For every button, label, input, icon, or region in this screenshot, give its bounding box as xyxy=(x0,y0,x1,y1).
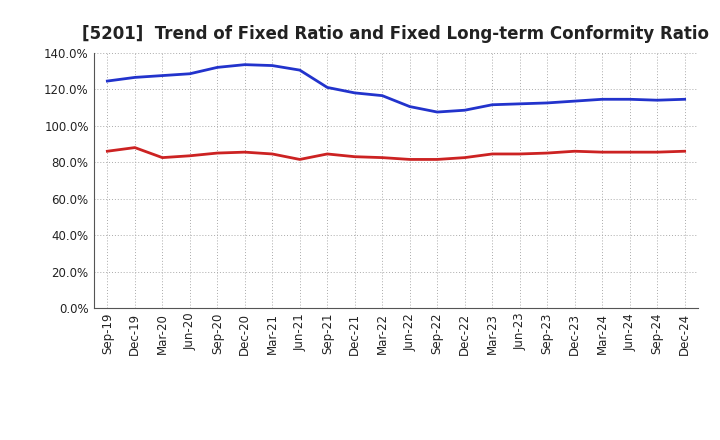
Fixed Long-term Conformity Ratio xyxy=(103,149,112,154)
Fixed Long-term Conformity Ratio xyxy=(295,157,304,162)
Fixed Ratio xyxy=(268,63,276,68)
Fixed Long-term Conformity Ratio xyxy=(680,149,689,154)
Fixed Ratio xyxy=(653,98,662,103)
Fixed Long-term Conformity Ratio xyxy=(268,151,276,157)
Fixed Ratio xyxy=(295,67,304,73)
Fixed Long-term Conformity Ratio xyxy=(626,150,634,155)
Fixed Ratio xyxy=(186,71,194,77)
Fixed Ratio xyxy=(626,97,634,102)
Fixed Long-term Conformity Ratio xyxy=(158,155,166,160)
Line: Fixed Long-term Conformity Ratio: Fixed Long-term Conformity Ratio xyxy=(107,147,685,159)
Fixed Ratio xyxy=(488,102,497,107)
Fixed Ratio xyxy=(598,97,606,102)
Fixed Long-term Conformity Ratio xyxy=(405,157,414,162)
Fixed Ratio xyxy=(516,101,524,106)
Fixed Ratio xyxy=(351,90,359,95)
Fixed Long-term Conformity Ratio xyxy=(433,157,441,162)
Fixed Long-term Conformity Ratio xyxy=(570,149,579,154)
Fixed Ratio xyxy=(213,65,222,70)
Fixed Ratio xyxy=(680,97,689,102)
Fixed Long-term Conformity Ratio xyxy=(378,155,387,160)
Fixed Long-term Conformity Ratio xyxy=(240,150,249,155)
Fixed Long-term Conformity Ratio xyxy=(543,150,552,156)
Fixed Ratio xyxy=(570,99,579,104)
Fixed Ratio xyxy=(460,107,469,113)
Fixed Long-term Conformity Ratio xyxy=(460,155,469,160)
Fixed Ratio xyxy=(543,100,552,106)
Fixed Ratio xyxy=(158,73,166,78)
Fixed Ratio xyxy=(240,62,249,67)
Fixed Ratio xyxy=(405,104,414,109)
Fixed Long-term Conformity Ratio xyxy=(598,150,606,155)
Fixed Long-term Conformity Ratio xyxy=(186,153,194,158)
Fixed Long-term Conformity Ratio xyxy=(351,154,359,159)
Fixed Ratio xyxy=(433,110,441,115)
Line: Fixed Ratio: Fixed Ratio xyxy=(107,65,685,112)
Fixed Long-term Conformity Ratio xyxy=(653,150,662,155)
Fixed Long-term Conformity Ratio xyxy=(516,151,524,157)
Fixed Long-term Conformity Ratio xyxy=(130,145,139,150)
Fixed Ratio xyxy=(323,85,332,90)
Fixed Ratio xyxy=(378,93,387,98)
Fixed Long-term Conformity Ratio xyxy=(213,150,222,156)
Fixed Long-term Conformity Ratio xyxy=(323,151,332,157)
Fixed Ratio xyxy=(130,75,139,80)
Title: [5201]  Trend of Fixed Ratio and Fixed Long-term Conformity Ratio: [5201] Trend of Fixed Ratio and Fixed Lo… xyxy=(83,25,709,43)
Fixed Long-term Conformity Ratio xyxy=(488,151,497,157)
Fixed Ratio xyxy=(103,78,112,84)
